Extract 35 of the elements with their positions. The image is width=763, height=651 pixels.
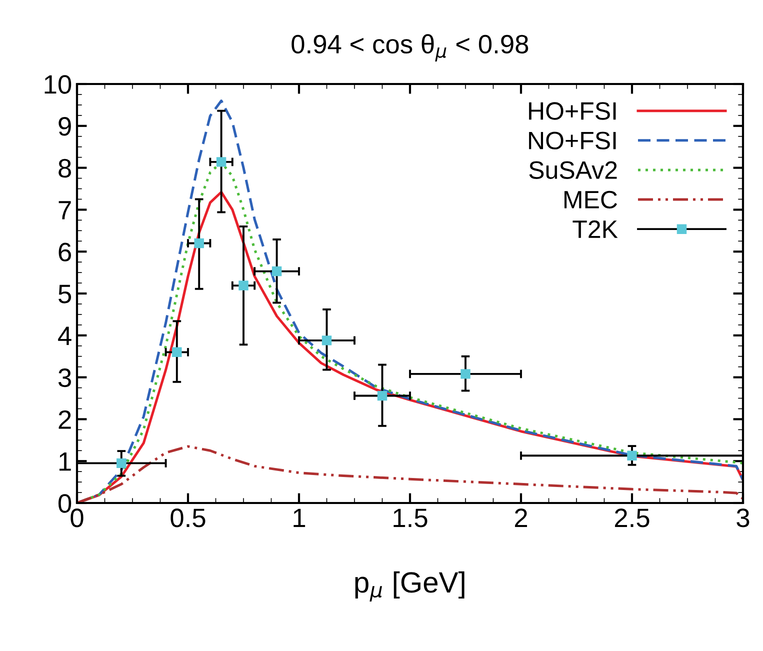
point <box>377 390 388 401</box>
y-tick-label: 9 <box>58 117 71 136</box>
y-tick-label: 1 <box>59 452 71 471</box>
legend-label: NO+FSI <box>529 132 616 150</box>
point <box>172 347 182 358</box>
y-tick-label: 10 <box>44 75 72 94</box>
point <box>460 369 470 379</box>
y-tick-label: 7 <box>58 201 71 220</box>
x-tick-label: 1 <box>294 508 306 527</box>
x-tick-label: 2 <box>514 508 528 527</box>
y-tick-label: 4 <box>58 326 72 345</box>
y-tick-label: 3 <box>58 368 71 388</box>
point <box>116 458 126 468</box>
x-tick-label: 2.5 <box>614 508 650 528</box>
y-tick-label: 5 <box>58 284 72 304</box>
x-axis-title: p$_{μ}$ [GeV] <box>355 571 464 602</box>
point <box>216 157 226 167</box>
legend-label: HO+FSI <box>529 102 616 120</box>
x-tick-label: 3 <box>736 508 750 528</box>
point <box>322 336 332 346</box>
x-tick-label: 1.5 <box>394 508 428 528</box>
legend-label: MEC <box>564 190 618 209</box>
x-tick-label: 0.5 <box>170 508 206 528</box>
legend-label: SuSAv2 <box>529 161 617 179</box>
point <box>272 266 282 276</box>
chart-title: 0.94 < cos θ$_{μ}$ < 0.98 <box>292 34 528 62</box>
y-tick-label: 8 <box>58 158 71 178</box>
point <box>627 450 637 461</box>
point <box>238 280 248 290</box>
point <box>194 238 204 248</box>
y-tick-label: 0 <box>58 494 72 513</box>
y-tick-label: 2 <box>58 410 71 429</box>
legend-label: T2K <box>572 220 618 238</box>
x-tick-label: 0 <box>70 508 84 528</box>
y-tick-label: 6 <box>58 242 71 262</box>
